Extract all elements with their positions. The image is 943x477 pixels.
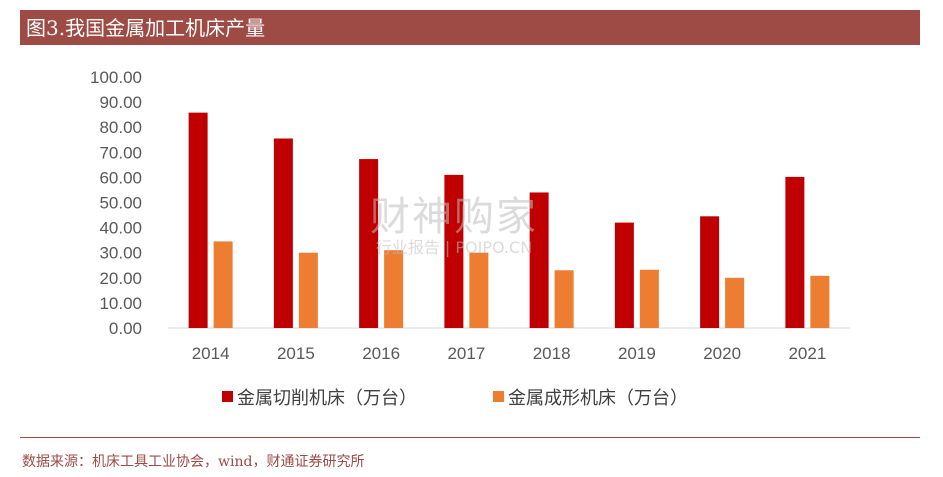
- legend-swatch: [493, 391, 504, 402]
- y-tick-label: 100.00: [90, 68, 142, 87]
- y-tick-label: 0.00: [109, 319, 142, 338]
- x-tick-label: 2015: [277, 344, 315, 363]
- bar-forming-2016: [384, 250, 404, 328]
- legend-label: 金属成形机床（万台）: [508, 388, 688, 409]
- chart-title: 图3.我国金属加工机床产量: [26, 16, 266, 40]
- x-tick-label: 2020: [703, 344, 741, 363]
- bar-cutting-2018: [529, 192, 549, 328]
- bar-forming-2015: [298, 252, 318, 328]
- bar-forming-2021: [810, 275, 830, 328]
- bar-forming-2017: [469, 252, 489, 328]
- bar-cutting-2015: [273, 138, 293, 328]
- title-bar: 图3.我国金属加工机床产量: [20, 10, 920, 45]
- y-tick-label: 60.00: [99, 168, 142, 187]
- bar-cutting-2014: [188, 112, 208, 328]
- y-tick-label: 70.00: [99, 143, 142, 162]
- bar-chart: 0.00 10.00 20.00 30.00 40.00 50.00 60.00 70.00 8…: [90, 68, 850, 409]
- y-tick-label: 20.00: [99, 269, 142, 288]
- legend-swatch: [222, 391, 233, 402]
- y-tick-label: 80.00: [99, 118, 142, 137]
- x-tick-label: 2016: [362, 344, 400, 363]
- bar-cutting-2016: [359, 159, 379, 328]
- x-tick-label: 2017: [447, 344, 485, 363]
- x-tick-label: 2021: [788, 344, 826, 363]
- y-tick-label: 90.00: [99, 93, 142, 112]
- x-tick-label: 2019: [618, 344, 656, 363]
- bar-cutting-2019: [614, 222, 634, 328]
- legend-label: 金属切削机床（万台）: [237, 388, 417, 409]
- source-note: 数据来源：机床工具工业协会，wind，财通证券研究所: [22, 454, 365, 470]
- y-tick-label: 10.00: [99, 294, 142, 313]
- y-tick-label: 30.00: [99, 244, 142, 263]
- x-tick-label: 2018: [533, 344, 571, 363]
- x-tick-label: 2014: [192, 344, 230, 363]
- bar-cutting-2020: [700, 216, 720, 328]
- bar-forming-2018: [554, 270, 574, 328]
- y-tick-label: 40.00: [99, 219, 142, 238]
- bar-forming-2020: [725, 277, 745, 328]
- bar-cutting-2017: [444, 174, 464, 328]
- bar-forming-2014: [213, 241, 233, 328]
- y-tick-label: 50.00: [99, 194, 142, 213]
- bar-cutting-2021: [785, 176, 805, 328]
- bar-forming-2019: [639, 269, 659, 328]
- footer-divider: [20, 437, 920, 438]
